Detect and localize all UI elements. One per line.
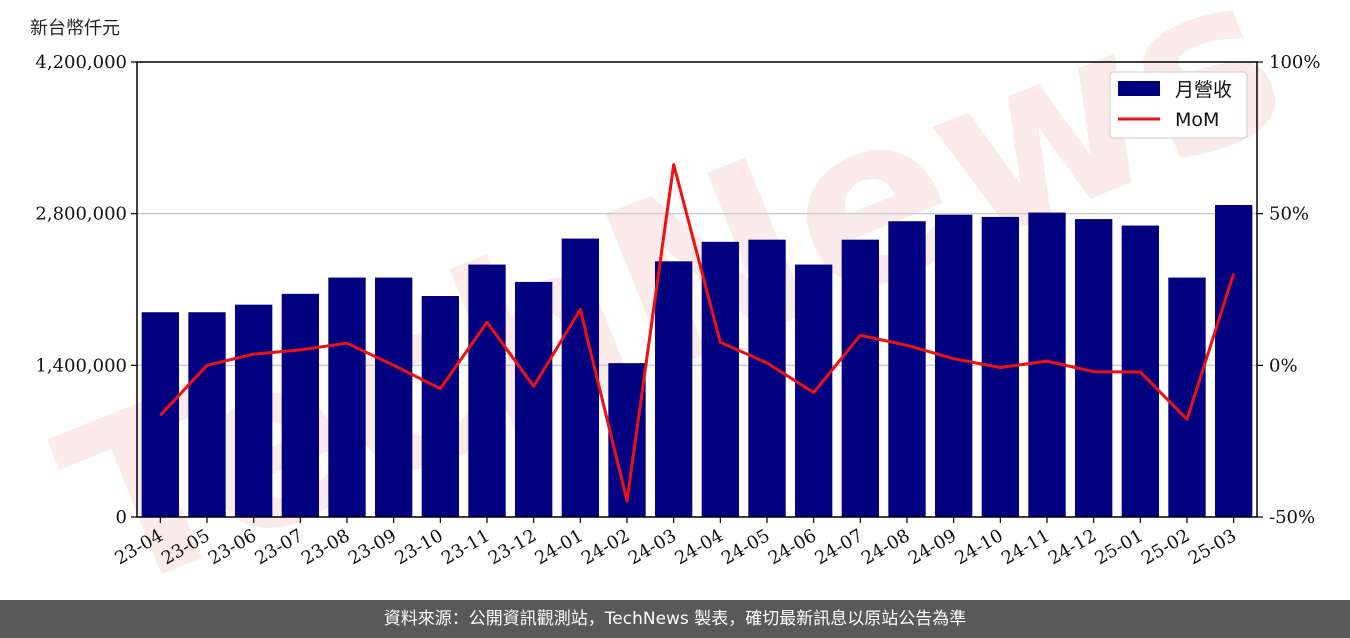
bar-23-10 bbox=[421, 296, 459, 517]
bar-25-02 bbox=[1168, 277, 1206, 517]
x-tick-label: 24-05 bbox=[718, 525, 773, 569]
bar-24-07 bbox=[841, 239, 879, 517]
mom-line bbox=[159, 163, 1236, 503]
bar-23-07 bbox=[281, 293, 319, 517]
y-left-tick-label: 0 bbox=[116, 507, 127, 528]
bar-23-11 bbox=[468, 264, 506, 517]
bar-23-05 bbox=[188, 312, 226, 517]
x-tick-label: 24-09 bbox=[905, 525, 960, 569]
y-left-tick-label: 4,200,000 bbox=[35, 52, 127, 73]
x-tick-label: 23-11 bbox=[438, 525, 493, 569]
x-tick-label: 24-03 bbox=[625, 525, 680, 569]
bar-23-09 bbox=[375, 277, 413, 517]
y-left-tick-label: 2,800,000 bbox=[35, 204, 127, 225]
y-right-tick-label: 100% bbox=[1269, 52, 1320, 73]
bar-24-01 bbox=[561, 238, 599, 518]
bar-24-03 bbox=[655, 261, 693, 517]
y-axis-unit-label: 新台幣仟元 bbox=[30, 18, 120, 39]
revenue-chart: TechNews 01,400,0002,800,0004,200,000-50… bbox=[30, 0, 1321, 600]
legend-label-mom: MoM bbox=[1175, 109, 1219, 131]
source-footer: 資料來源：公開資訊觀測站，TechNews 製表，確切最新訊息以原站公告為準 bbox=[0, 600, 1350, 638]
x-tick-label: 24-01 bbox=[531, 525, 586, 569]
plot-frame bbox=[136, 61, 1258, 518]
legend: 月營收 MoM bbox=[1109, 71, 1248, 139]
y-right-tick-label: 50% bbox=[1269, 204, 1309, 225]
x-tick-label: 24-02 bbox=[578, 525, 633, 569]
bar-23-06 bbox=[235, 304, 273, 517]
x-tick-label: 25-03 bbox=[1185, 525, 1240, 569]
legend-label-revenue: 月營收 bbox=[1175, 79, 1232, 101]
x-tick-label: 24-08 bbox=[858, 525, 913, 569]
x-tick-label: 24-10 bbox=[951, 525, 1006, 569]
legend-swatch-bar bbox=[1118, 81, 1160, 96]
x-tick-label: 23-12 bbox=[485, 525, 540, 569]
x-tick-label: 24-07 bbox=[811, 525, 866, 569]
bar-24-05 bbox=[748, 239, 786, 517]
bar-24-09 bbox=[935, 214, 973, 517]
x-tick-label: 24-04 bbox=[671, 525, 726, 569]
x-tick-label: 24-11 bbox=[998, 525, 1053, 569]
x-tick-label: 25-02 bbox=[1138, 525, 1193, 569]
bar-24-04 bbox=[701, 241, 739, 518]
y-right-tick-label: 0% bbox=[1269, 355, 1298, 376]
bar-24-08 bbox=[888, 221, 926, 517]
x-tick-label: 24-06 bbox=[765, 525, 820, 569]
bar-23-08 bbox=[328, 277, 366, 517]
bar-23-12 bbox=[515, 281, 553, 517]
y-right-tick-label: -50% bbox=[1269, 507, 1315, 528]
bar-25-03 bbox=[1215, 205, 1253, 517]
y-left-tick-label: 1,400,000 bbox=[35, 355, 127, 376]
x-tick-label: 25-01 bbox=[1091, 525, 1146, 569]
x-tick-label: 24-12 bbox=[1045, 525, 1100, 569]
